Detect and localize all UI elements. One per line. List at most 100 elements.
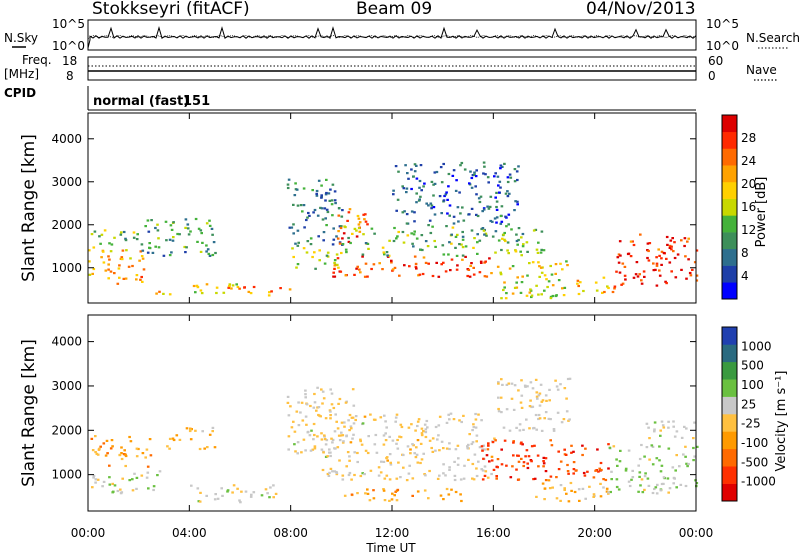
data-cell [348, 459, 351, 462]
data-cell [380, 460, 383, 463]
colorbar-frame [721, 114, 738, 300]
data-cell [205, 222, 209, 225]
data-cell [109, 270, 113, 273]
data-cell [147, 487, 150, 490]
data-cell [554, 272, 557, 275]
colorbar-swatch [722, 215, 737, 233]
data-cell [462, 477, 466, 480]
data-cell [395, 413, 399, 416]
data-cell [402, 187, 406, 190]
data-cell [569, 481, 573, 485]
data-cell [627, 480, 631, 483]
data-cell [647, 249, 650, 253]
data-cell [428, 439, 432, 442]
data-cell [154, 226, 157, 230]
data-cell [508, 173, 512, 176]
data-cell [498, 191, 501, 194]
data-cell [612, 445, 616, 448]
data-cell [535, 248, 539, 251]
data-cell [366, 492, 370, 495]
data-cell [526, 250, 529, 253]
data-cell [662, 426, 666, 429]
data-cell [312, 422, 316, 426]
data-cell [213, 446, 217, 449]
data-cell [653, 430, 656, 433]
data-cell [499, 167, 502, 170]
data-cell [186, 223, 190, 226]
data-cell [467, 268, 471, 271]
data-cell [549, 418, 552, 421]
data-cell [313, 447, 317, 450]
data-cell [601, 291, 604, 294]
x-tick-label: 20:00 [577, 526, 612, 540]
x-tick-label: 04:00 [172, 526, 207, 540]
data-cell [511, 465, 514, 468]
data-cell [485, 234, 488, 237]
data-cell [500, 205, 504, 208]
data-cell [330, 403, 334, 406]
data-cell [460, 499, 463, 503]
data-cell [158, 470, 162, 473]
data-cell [186, 227, 190, 230]
data-cell [395, 499, 399, 502]
data-cell [493, 175, 496, 178]
data-cell [331, 470, 334, 473]
data-cell [424, 431, 428, 434]
data-cell [300, 401, 304, 404]
data-cell [350, 427, 353, 430]
data-cell [92, 267, 96, 271]
data-cell [668, 246, 672, 249]
data-cell [470, 207, 474, 210]
data-cell [330, 199, 334, 202]
data-cell [383, 253, 386, 256]
data-cell [433, 213, 437, 216]
data-cell [335, 471, 339, 474]
data-cell [244, 490, 248, 493]
data-cell [581, 487, 585, 490]
data-cell [249, 495, 253, 498]
data-cell [140, 243, 144, 246]
data-cell [445, 421, 449, 424]
data-cell [412, 233, 416, 236]
data-cell [562, 418, 566, 421]
data-cell [695, 279, 699, 282]
data-cell [496, 175, 500, 178]
data-cell [329, 388, 332, 391]
freq-unit-label: [MHz] [4, 67, 39, 81]
data-cell [119, 233, 123, 236]
data-cell [479, 195, 483, 198]
data-cell [651, 491, 655, 495]
data-cell [687, 462, 690, 466]
data-cell [442, 162, 445, 166]
colorbar-tick-label: 24 [741, 154, 756, 168]
data-cell [418, 179, 422, 183]
data-cell [514, 249, 517, 252]
data-cell [483, 165, 486, 168]
data-cell [304, 396, 307, 399]
data-cell [667, 426, 670, 429]
data-cell [352, 404, 356, 407]
data-cell [497, 410, 501, 413]
data-cell [559, 262, 562, 265]
data-cell [543, 417, 546, 420]
data-cell [474, 175, 478, 178]
data-cell [615, 270, 618, 273]
data-cell [208, 219, 211, 222]
data-cell [530, 295, 533, 299]
data-cell [170, 251, 173, 254]
data-cell [325, 224, 328, 227]
data-cell [524, 455, 527, 458]
data-cell [348, 413, 352, 417]
time-axis: 00:00 04:00 08:00 12:00 16:00 20:00 00:00 [71, 113, 713, 540]
data-cell [494, 439, 497, 442]
data-cell [457, 220, 460, 223]
data-cell [487, 181, 490, 184]
data-cell [157, 237, 160, 240]
data-cell [401, 230, 405, 234]
data-cell [537, 293, 540, 296]
data-cell [124, 454, 128, 458]
data-cell [405, 187, 409, 190]
data-cell [647, 484, 651, 487]
data-cell [352, 422, 356, 425]
data-cell [135, 447, 139, 450]
